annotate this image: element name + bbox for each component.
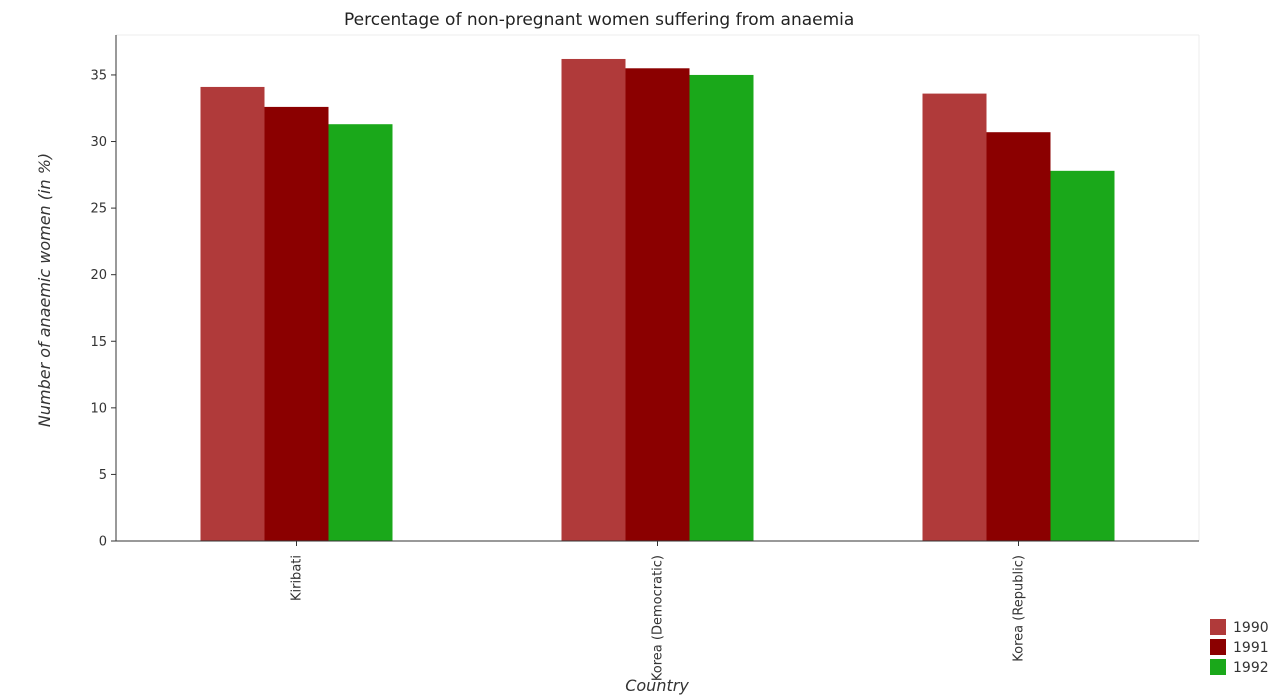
legend-swatch-1991 [1210, 639, 1226, 655]
bar-1990-1 [561, 58, 626, 542]
y-tick-label: 35 [90, 68, 107, 83]
legend-swatch-1992 [1210, 659, 1226, 675]
y-axis-label: Number of anaemic women (in %) [35, 153, 54, 427]
bar-1991-1 [625, 68, 690, 541]
x-tick-label: Korea (Democratic) [651, 555, 666, 681]
y-tick-label: 0 [99, 535, 107, 550]
bar-1992-1 [689, 74, 754, 542]
bar-1992-2 [1050, 170, 1115, 542]
y-tick-label: 20 [90, 268, 107, 283]
y-tick-label: 5 [99, 468, 107, 483]
legend-swatch-1990 [1210, 619, 1226, 635]
bar-1991-2 [986, 132, 1051, 541]
bar-1990-2 [922, 93, 987, 541]
y-tick-label: 10 [90, 401, 107, 416]
chart-title: Percentage of non-pregnant women sufferi… [344, 10, 854, 30]
legend-label-1990: 1990 [1233, 620, 1269, 636]
y-axis: 0 5 10 15 20 25 30 35 [90, 35, 117, 550]
legend-label-1992: 1992 [1233, 660, 1269, 676]
x-axis-label: Country [625, 676, 689, 695]
bar-1990-0 [200, 86, 265, 541]
bar-1991-0 [264, 106, 329, 541]
legend-label-1991: 1991 [1233, 640, 1269, 656]
y-tick-label: 15 [90, 335, 107, 350]
legend: 1990 1991 1992 [1210, 619, 1269, 676]
x-axis: Kiribati Korea (Democratic) Korea (Republi… [116, 540, 1199, 681]
plot-area [116, 34, 1200, 542]
y-tick-label: 30 [90, 135, 107, 150]
y-tick-label: 25 [90, 202, 107, 217]
x-tick-label: Korea (Republic) [1012, 555, 1027, 662]
x-tick-label: Kiribati [290, 555, 305, 601]
bar-1992-0 [328, 124, 393, 541]
